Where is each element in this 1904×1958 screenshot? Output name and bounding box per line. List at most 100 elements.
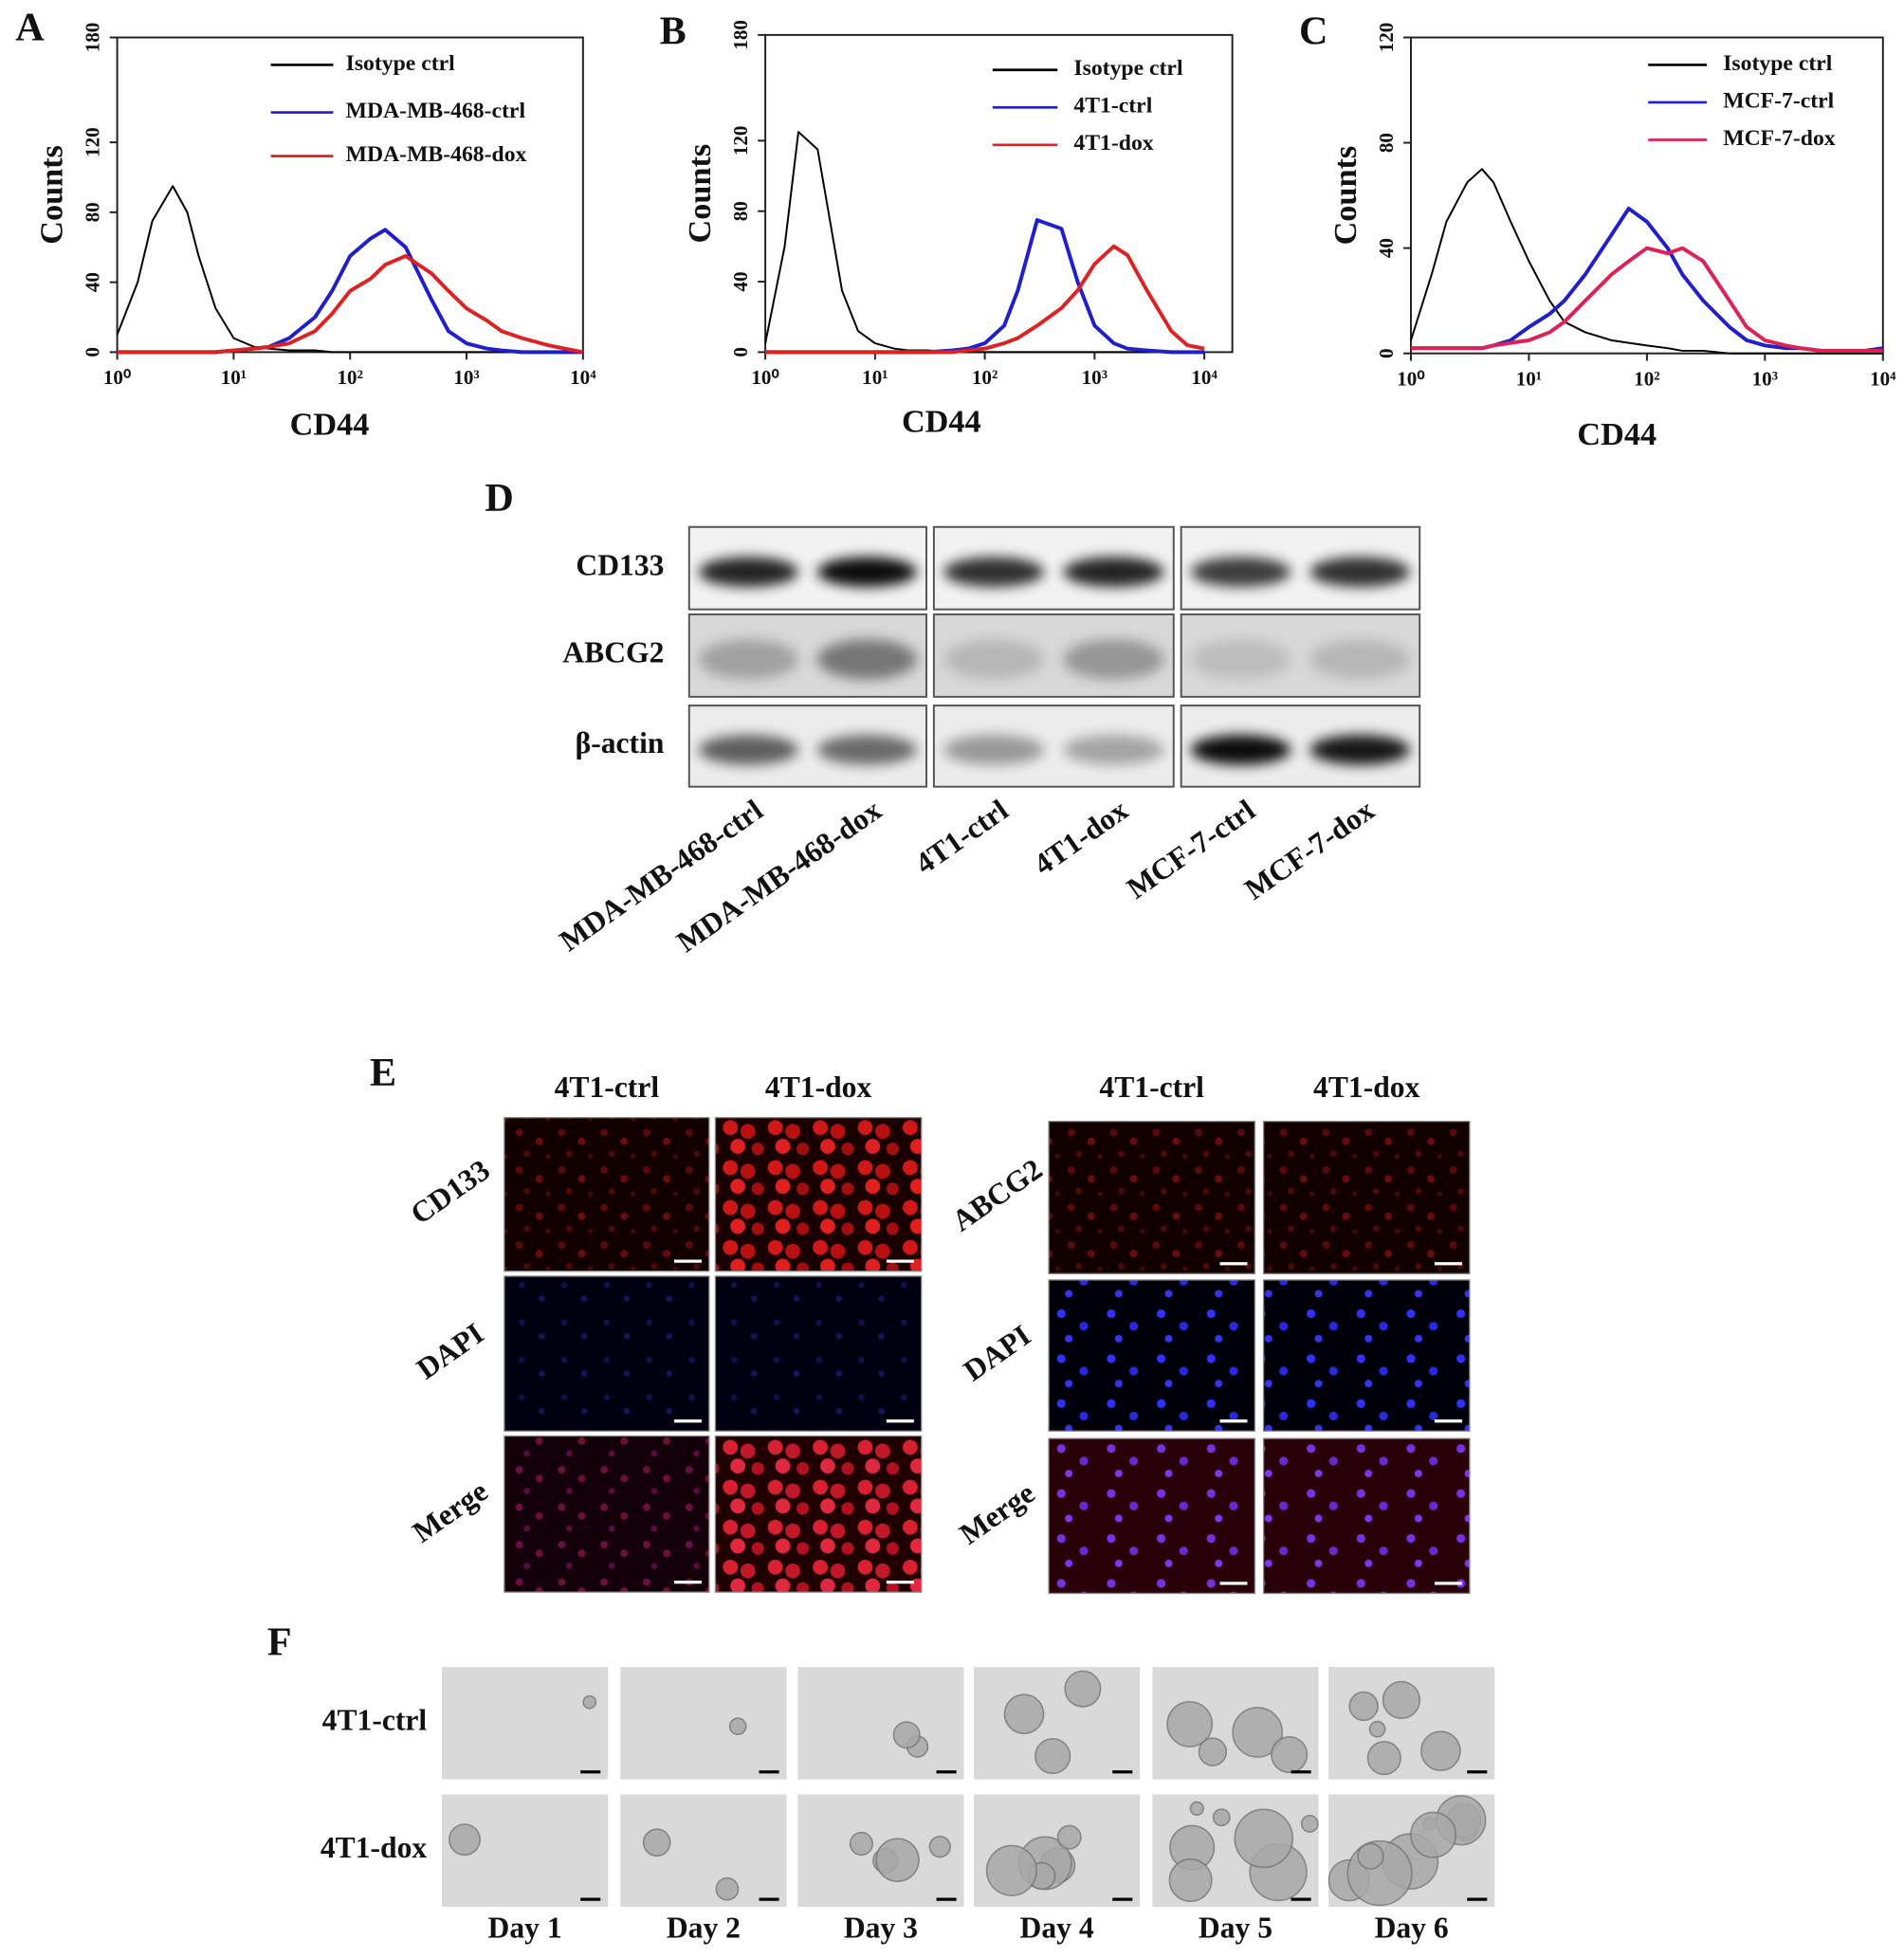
x-axis-label: CD44 <box>902 404 981 440</box>
sphere <box>849 1831 873 1857</box>
sphere <box>1300 1814 1319 1833</box>
sphere <box>1189 1801 1204 1816</box>
y-tick-label: 40 <box>1375 238 1398 258</box>
row-label: CD133 <box>576 548 664 581</box>
x-tick-label: 10⁰ <box>751 366 779 389</box>
sphere <box>892 1721 921 1749</box>
series-line <box>117 254 584 355</box>
sphere <box>1368 1720 1386 1738</box>
legend-label: MCF-7-ctrl <box>1723 88 1834 113</box>
legend-label: 4T1-dox <box>1073 131 1153 156</box>
blot-band <box>943 639 1045 680</box>
row-label: ABCG2 <box>946 1152 1049 1237</box>
column-label: Day 1 <box>488 1911 562 1944</box>
row-label: β-actin <box>576 726 665 759</box>
legend-label: Isotype ctrl <box>346 51 456 76</box>
column-label: 4T1-ctrl <box>1099 1070 1204 1104</box>
sphere <box>1056 1824 1082 1850</box>
micrograph <box>1262 1279 1471 1432</box>
blot-band <box>698 735 798 765</box>
plot-frame <box>1409 36 1884 355</box>
blot-band <box>698 557 798 587</box>
legend-label: 4T1-ctrl <box>1073 94 1152 119</box>
y-tick-label: 80 <box>82 202 104 222</box>
series-line <box>116 185 583 354</box>
x-tick-label: 10³ <box>1082 366 1108 389</box>
legend-label: MDA-MB-468-dox <box>346 142 527 167</box>
blot-band <box>1190 557 1291 587</box>
lane-label: 4T1-dox <box>1028 793 1134 881</box>
blot-band <box>943 557 1045 587</box>
y-tick-label: 0 <box>82 347 104 357</box>
y-tick-label: 180 <box>82 23 104 53</box>
column-label: Day 6 <box>1375 1911 1449 1944</box>
micrograph <box>1048 1120 1256 1274</box>
micrograph <box>503 1117 710 1272</box>
micrograph <box>797 1667 964 1780</box>
y-tick-label: 120 <box>82 127 104 157</box>
y-tick-label: 120 <box>1375 23 1398 53</box>
micrograph <box>714 1117 923 1272</box>
sphere <box>1271 1735 1309 1774</box>
sphere <box>1166 1700 1214 1748</box>
legend-label: MCF-7-dox <box>1723 126 1836 151</box>
sphere <box>875 1838 920 1882</box>
y-axis-label: Counts <box>34 145 70 245</box>
plot-frame <box>116 36 584 354</box>
x-axis-label: CD44 <box>1577 416 1657 452</box>
y-tick-label: 0 <box>1375 348 1398 358</box>
row-label: DAPI <box>411 1316 489 1385</box>
micrograph <box>503 1435 710 1593</box>
column-label: Day 3 <box>844 1911 918 1944</box>
column-label: Day 4 <box>1020 1911 1094 1944</box>
sphere <box>1232 1707 1283 1758</box>
blot-band <box>1063 639 1164 680</box>
y-tick-label: 80 <box>1375 133 1398 153</box>
x-tick-label: 10⁰ <box>1397 368 1425 391</box>
blot-band <box>816 735 917 765</box>
x-tick-label: 10¹ <box>221 366 247 389</box>
x-tick-label: 10² <box>338 366 363 389</box>
micrograph <box>1048 1279 1256 1432</box>
x-tick-label: 10⁴ <box>570 366 596 389</box>
sphere <box>1034 1737 1071 1775</box>
blot-band <box>698 639 798 680</box>
lane-label: MCF-7-ctrl <box>1121 793 1261 905</box>
x-tick-label: 10³ <box>1752 368 1778 391</box>
sphere <box>1382 1680 1421 1719</box>
micrograph <box>620 1667 787 1780</box>
x-tick-label: 10² <box>972 366 998 389</box>
micrograph <box>442 1667 609 1780</box>
y-tick-label: 0 <box>729 347 752 357</box>
blot-band <box>1309 735 1411 765</box>
legend-label: Isotype ctrl <box>1073 56 1183 81</box>
lane-label: 4T1-ctrl <box>909 793 1015 880</box>
row-label: 4T1-ctrl <box>322 1704 428 1737</box>
micrograph <box>1048 1437 1256 1595</box>
x-tick-label: 10¹ <box>1516 368 1542 391</box>
y-tick-label: 40 <box>729 272 752 292</box>
panel-label: C <box>1299 9 1327 54</box>
blot-band <box>943 735 1045 765</box>
sphere <box>1366 1741 1401 1776</box>
column-label: Day 5 <box>1199 1911 1272 1944</box>
x-tick-label: 10⁰ <box>103 366 132 389</box>
y-tick-label: 80 <box>729 201 752 221</box>
column-label: 4T1-dox <box>1313 1070 1420 1104</box>
row-label: Merge <box>407 1474 494 1549</box>
sphere <box>1410 1811 1457 1858</box>
sphere <box>582 1694 597 1710</box>
sphere <box>1168 1858 1213 1903</box>
sphere <box>1003 1693 1045 1735</box>
row-label: Merge <box>954 1476 1041 1551</box>
row-label: 4T1-dox <box>320 1831 428 1864</box>
y-axis-label: Counts <box>682 144 718 244</box>
micrograph <box>1262 1120 1471 1274</box>
sphere <box>1198 1737 1228 1766</box>
sphere <box>1357 1842 1384 1870</box>
row-label: DAPI <box>958 1318 1036 1387</box>
row-label: CD133 <box>405 1153 496 1231</box>
lane-label: MDA-MB-468-dox <box>670 793 888 959</box>
panel-label: B <box>660 9 687 54</box>
